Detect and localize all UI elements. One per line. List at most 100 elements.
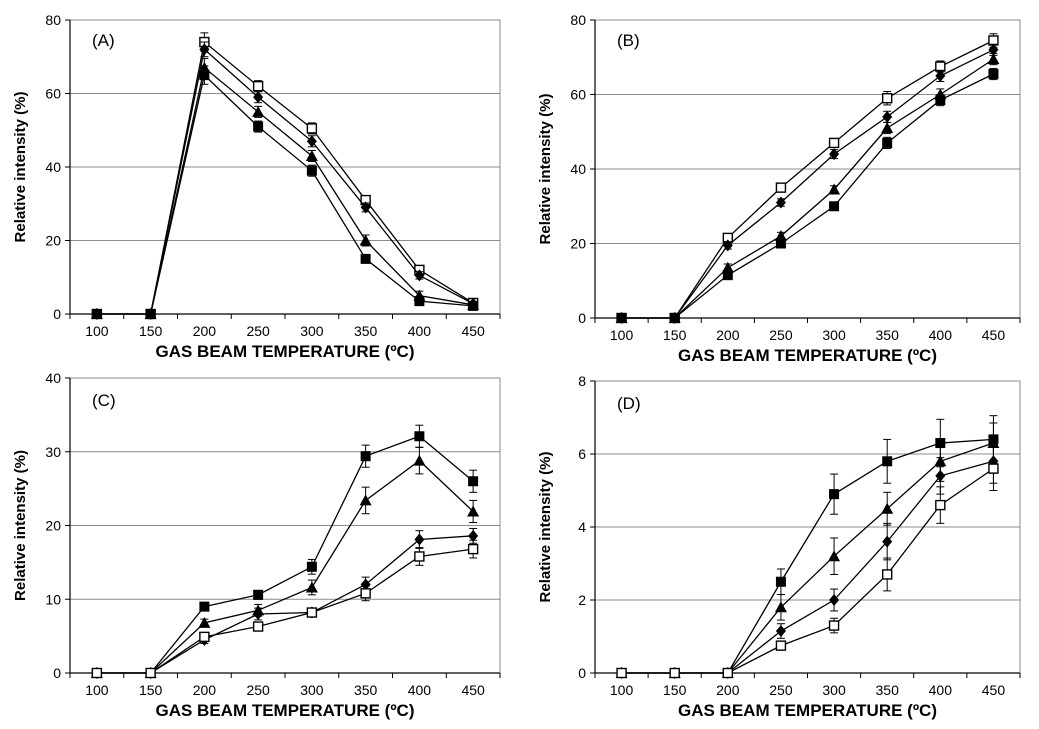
x-tick-label: 300 (822, 327, 846, 343)
y-tick-label: 40 (45, 370, 61, 386)
panel-label: (A) (92, 31, 115, 50)
series-line (621, 73, 994, 319)
data-point-filled-square (253, 589, 264, 600)
data-point-diamond (414, 533, 425, 546)
x-tick-label: 250 (769, 682, 793, 698)
x-tick-label: 200 (193, 323, 217, 339)
data-point-open-square (306, 607, 318, 618)
x-tick-label: 450 (461, 323, 485, 339)
x-tick-label: 350 (354, 323, 378, 339)
x-axis-title: GAS BEAM TEMPERATURE (ºC) (678, 346, 937, 365)
data-point-filled-square (91, 309, 102, 319)
data-point-open-square (935, 61, 946, 72)
data-point-open-square (669, 667, 680, 679)
data-point-diamond (882, 535, 893, 548)
data-point-diamond (775, 196, 786, 209)
x-tick-label: 350 (876, 327, 900, 343)
data-point-filled-square (829, 201, 840, 212)
data-point-triangle (828, 183, 841, 195)
data-point-open-square (616, 667, 627, 679)
series-diamond (616, 43, 999, 324)
y-axis-title: Relative intensity (%) (537, 94, 554, 245)
data-point-filled-square (360, 451, 371, 462)
series-line (96, 435, 474, 674)
series-line (621, 468, 994, 674)
data-point-open-square (935, 499, 946, 511)
x-tick-label: 300 (300, 682, 324, 698)
series-line (621, 39, 994, 319)
series-line (621, 49, 994, 319)
series-filled-square (91, 65, 479, 319)
y-tick-label: 60 (570, 87, 586, 103)
x-tick-label: 200 (716, 682, 740, 698)
data-point-filled-square (306, 561, 317, 572)
data-point-filled-square (829, 489, 840, 500)
data-point-diamond (935, 469, 946, 482)
y-tick-label: 40 (570, 161, 586, 177)
data-point-open-square (252, 80, 264, 92)
x-axis-title: GAS BEAM TEMPERATURE (ºC) (155, 342, 414, 361)
data-point-diamond (468, 529, 479, 542)
data-point-diamond (306, 135, 317, 148)
data-point-diamond (988, 43, 999, 56)
data-point-triangle (774, 230, 787, 242)
x-tick-label: 450 (982, 682, 1006, 698)
data-point-filled-square (468, 300, 479, 311)
data-point-triangle (467, 505, 480, 517)
data-point-diamond (360, 201, 371, 214)
chart-panel-d: 0 2 4 6 8 100 150 200 250 300 350 400 450 GAS BEAM TE… (537, 373, 1021, 720)
y-tick-label: 0 (53, 306, 61, 322)
data-point-diamond (829, 148, 840, 161)
series-line (621, 58, 994, 319)
y-tick-label: 30 (45, 444, 61, 460)
series-open-square (616, 446, 999, 679)
x-tick-label: 300 (822, 682, 846, 698)
x-tick-label: 100 (610, 682, 634, 698)
panel-label: (B) (617, 31, 640, 50)
data-point-filled-square (616, 313, 627, 323)
data-point-filled-square (360, 253, 371, 264)
chart-panel-c: 0 10 20 30 40 100 150 200 250 300 350 400 450 GAS BEA… (12, 370, 501, 720)
chart-panel-a: 0 20 40 60 80 100 150 200 250 300 350 400 450 GAS BEA… (12, 12, 501, 361)
x-tick-label: 450 (982, 327, 1006, 343)
x-axis-title: GAS BEAM TEMPERATURE (ºC) (155, 701, 414, 720)
data-point-filled-square (414, 296, 425, 307)
data-point-filled-square (775, 238, 786, 249)
data-point-triangle (359, 494, 372, 506)
x-tick-label: 400 (929, 327, 953, 343)
x-tick-label: 450 (461, 682, 485, 698)
data-point-filled-square (199, 70, 210, 81)
y-tick-label: 20 (45, 233, 61, 249)
data-point-diamond (935, 69, 946, 82)
data-point-diamond (253, 608, 264, 620)
data-point-diamond (722, 239, 733, 252)
x-tick-label: 150 (139, 682, 163, 698)
data-point-filled-square (414, 431, 425, 442)
y-axis-title: Relative intensity (%) (537, 452, 554, 603)
data-point-open-square (306, 123, 318, 134)
data-point-open-square (145, 667, 156, 679)
data-point-filled-square (253, 121, 264, 132)
y-tick-label: 0 (53, 665, 61, 681)
data-point-open-square (467, 543, 479, 555)
y-tick-label: 2 (578, 592, 586, 608)
y-tick-label: 20 (45, 518, 61, 534)
data-point-triangle (252, 105, 265, 117)
y-tick-label: 80 (570, 12, 586, 28)
x-tick-label: 200 (193, 682, 217, 698)
data-point-diamond (414, 269, 425, 282)
data-point-open-square (722, 667, 734, 679)
data-point-filled-square (145, 309, 156, 319)
panel-label: (C) (92, 391, 116, 410)
x-tick-label: 300 (300, 323, 324, 339)
data-point-diamond (253, 91, 264, 104)
data-point-triangle (881, 122, 894, 134)
data-point-triangle (987, 53, 1000, 65)
y-tick-label: 40 (45, 159, 61, 175)
data-point-open-square (828, 137, 840, 149)
y-tick-label: 60 (45, 86, 61, 102)
data-point-triangle (774, 601, 787, 613)
data-point-filled-square (882, 137, 893, 148)
